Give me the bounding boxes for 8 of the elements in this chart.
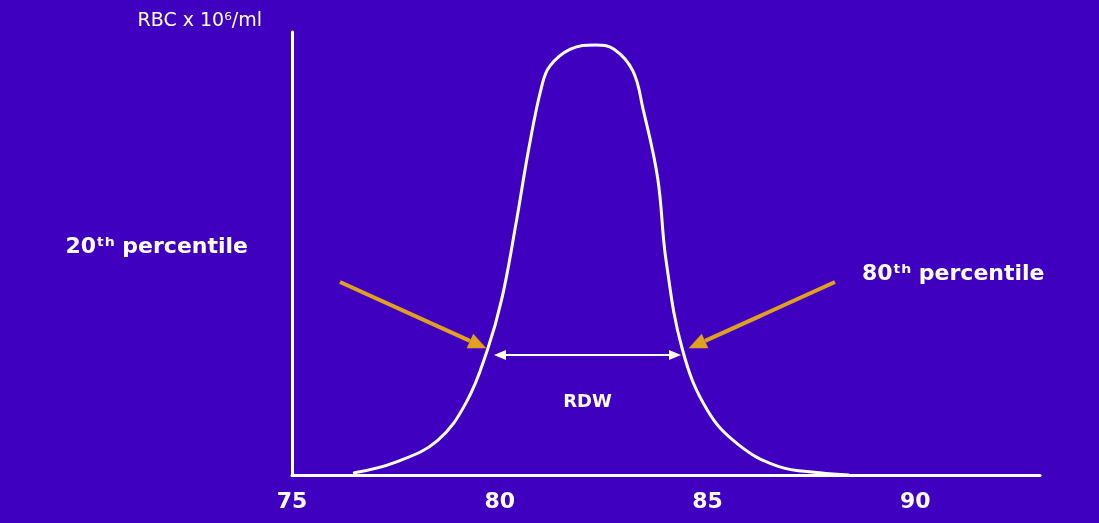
- x-tick-label: 90: [900, 487, 931, 513]
- text: 20ᵗʰ percentile: [65, 232, 248, 258]
- y-axis-title: RBC x 10⁶/ml: [137, 7, 262, 30]
- annotation: RDW: [563, 389, 612, 411]
- x-tick-label: 85: [692, 487, 723, 513]
- x-tick-label: 75: [276, 487, 308, 513]
- x-tick-label: 80: [484, 487, 516, 513]
- annotation: 80ᵗʰ percentile: [862, 259, 1045, 285]
